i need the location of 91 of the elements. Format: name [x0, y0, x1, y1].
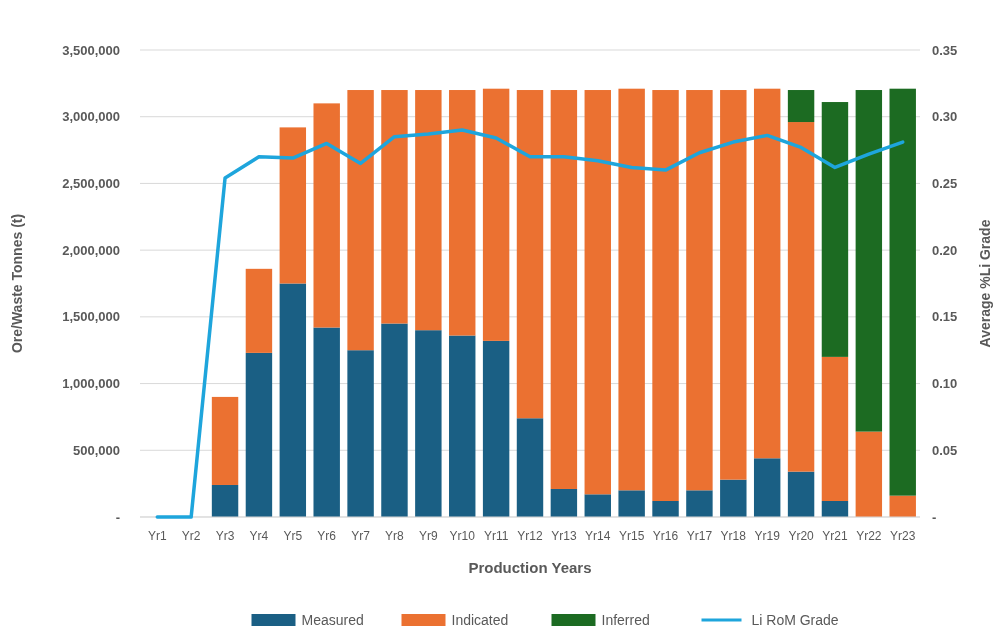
- x-tick-label: Yr22: [856, 529, 882, 543]
- legend-label: Measured: [301, 612, 364, 628]
- x-tick-label: Yr6: [317, 529, 337, 543]
- bar: [415, 330, 442, 517]
- x-tick-label: Yr18: [720, 529, 747, 543]
- bar: [245, 352, 273, 517]
- bar: [550, 488, 578, 517]
- y2-axis-title: Average %Li Grade: [977, 219, 993, 348]
- y-tick-label: 500,000: [73, 442, 120, 458]
- bar: [211, 484, 239, 517]
- bar: [787, 90, 815, 123]
- bar: [889, 88, 916, 496]
- y-tick-label: 2,000,000: [62, 242, 120, 258]
- x-axis-title: Production Years: [468, 559, 592, 576]
- bar: [449, 335, 476, 517]
- bar: [347, 350, 374, 517]
- x-tick-label: Yr3: [215, 529, 235, 543]
- y-tick-label: 3,500,000: [62, 42, 120, 58]
- bar: [720, 90, 747, 480]
- bar: [516, 418, 544, 517]
- x-tick-label: Yr12: [517, 529, 543, 543]
- bar: [211, 396, 239, 485]
- y2-tick-label: 0.15: [932, 309, 958, 325]
- x-tick-label: Yr5: [283, 529, 303, 543]
- x-tick-label: Yr11: [483, 529, 509, 543]
- x-tick-label: Yr21: [822, 529, 848, 543]
- x-tick-label: Yr13: [551, 529, 577, 543]
- bar: [753, 88, 781, 459]
- bar: [550, 90, 578, 489]
- bar: [787, 122, 815, 472]
- x-tick-label: Yr17: [686, 529, 713, 543]
- bar: [821, 102, 849, 357]
- y2-tick-label: -: [932, 509, 937, 525]
- bar: [279, 127, 307, 284]
- y-tick-label: 1,000,000: [62, 376, 120, 392]
- bar: [787, 471, 815, 517]
- bar: [618, 490, 645, 517]
- y-tick-label: 1,500,000: [62, 309, 120, 325]
- y-axis-title: Ore/Waste Tonnes (t): [9, 213, 25, 354]
- bar: [855, 90, 883, 432]
- bar: [449, 90, 476, 336]
- x-tick-label: Yr15: [618, 529, 645, 543]
- bar: [720, 479, 747, 517]
- bar: [381, 323, 408, 517]
- x-tick-label: Yr9: [419, 529, 439, 543]
- y2-tick-label: 0.20: [932, 242, 958, 258]
- legend-label: Inferred: [601, 612, 650, 628]
- bar: [482, 88, 510, 341]
- bar: [279, 283, 307, 517]
- y2-tick-label: 0.25: [932, 175, 958, 191]
- y2-tick-label: 0.10: [932, 376, 958, 392]
- y-tick-label: 3,000,000: [62, 109, 120, 125]
- bar: [584, 90, 611, 495]
- bar: [686, 490, 713, 517]
- bar: [245, 268, 273, 353]
- bar: [313, 103, 340, 328]
- bar: [652, 90, 679, 501]
- legend-label: Li RoM Grade: [751, 612, 839, 628]
- legend-label: Indicated: [451, 612, 509, 628]
- bar: [686, 90, 713, 491]
- x-tick-label: Yr23: [890, 529, 916, 543]
- x-tick-label: Yr14: [585, 529, 611, 543]
- x-tick-label: Yr8: [385, 529, 405, 543]
- y-tick-label: 2,500,000: [62, 175, 120, 191]
- bar: [753, 458, 781, 517]
- bar: [584, 494, 611, 517]
- bar: [821, 500, 849, 517]
- line-series: [155, 128, 905, 519]
- y-tick-label: -: [115, 509, 120, 525]
- x-tick-label: Yr20: [788, 529, 815, 543]
- x-tick-label: Yr2: [181, 529, 201, 543]
- bar: [652, 500, 679, 517]
- x-tick-label: Yr1: [147, 529, 167, 543]
- y2-tick-label: 0.35: [932, 42, 958, 58]
- bar: [618, 88, 645, 491]
- bar: [381, 90, 408, 324]
- x-tick-label: Yr10: [449, 529, 476, 543]
- bar: [821, 356, 849, 501]
- y2-tick-label: 0.30: [932, 109, 958, 125]
- bar: [347, 90, 374, 351]
- x-tick-label: Yr7: [351, 529, 371, 543]
- x-tick-label: Yr4: [249, 529, 269, 543]
- bar: [313, 327, 340, 517]
- bar: [889, 495, 916, 517]
- x-tick-label: Yr19: [754, 529, 781, 543]
- bar: [855, 431, 883, 517]
- bar: [415, 90, 442, 331]
- x-tick-label: Yr16: [652, 529, 679, 543]
- bar: [482, 340, 510, 517]
- y2-tick-label: 0.05: [932, 442, 958, 458]
- bar: [516, 90, 544, 419]
